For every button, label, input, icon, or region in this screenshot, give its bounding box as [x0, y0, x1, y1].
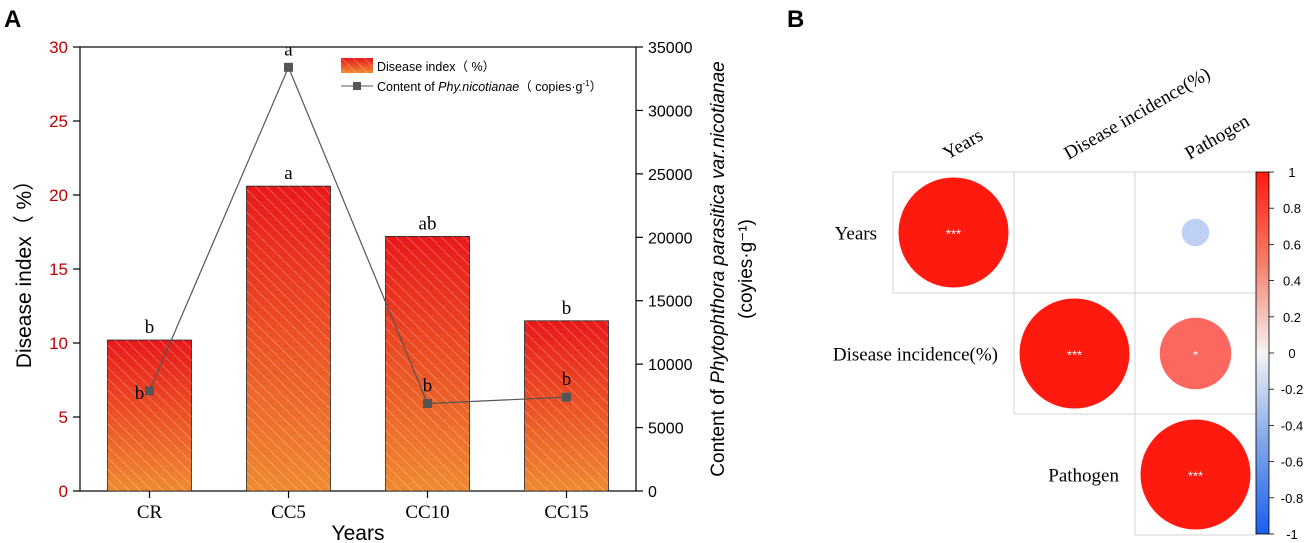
x-axis: CR CC5 CC10 CC15 [137, 491, 589, 523]
colorbar-tick-label: -0.6 [1281, 455, 1303, 470]
line-point [562, 392, 571, 402]
line-sig-label: b [135, 383, 145, 404]
y-axis-right: 0 5000 10000 15000 20000 25000 30000 35000 [636, 40, 693, 501]
correlation-circle [1181, 218, 1210, 247]
x-tick-label: CC10 [405, 502, 449, 523]
x-tick-label: CR [137, 502, 163, 523]
grid-cell [1013, 171, 1136, 294]
colorbar-tick-label: 0.2 [1283, 310, 1301, 325]
line-sig-label: b [562, 369, 572, 390]
legend-line-marker [353, 82, 361, 90]
significance-label: *** [946, 227, 961, 242]
y-tick-label: 15 [49, 260, 68, 279]
line-path [148, 65, 567, 405]
significance-label: *** [1188, 469, 1203, 484]
y-axis-title-right: Content of Phytophthora parasitica var.n… [708, 61, 729, 476]
significance-label: * [1193, 348, 1198, 363]
y-axis-left: 0 5 10 15 20 25 30 [49, 38, 80, 501]
colorbar-tick-label: -0.2 [1281, 382, 1303, 397]
y2-tick-label: 35000 [648, 40, 693, 57]
colorbar-tick-label: 1 [1288, 165, 1295, 180]
correlation-circle [1019, 298, 1130, 409]
correlation-circles: ****** **** [898, 177, 1251, 530]
legend: Disease index（ %） Content of Phy.nicotia… [341, 58, 602, 94]
y2-tick-label: 5000 [648, 421, 684, 438]
bar-sig-label: b [562, 298, 572, 319]
column-label: Years [940, 125, 987, 164]
line-point [423, 398, 432, 408]
bar-sig-label: b [145, 317, 155, 338]
significance-label: *** [1067, 348, 1082, 363]
y-tick-label: 30 [49, 38, 68, 57]
bar-hatch [524, 320, 609, 491]
colorbar-tick-label: -0.4 [1281, 418, 1303, 433]
correlation-circle [1140, 419, 1251, 530]
line-point [145, 386, 154, 396]
bars: b a ab b [107, 163, 609, 492]
x-tick-label: CC15 [544, 502, 588, 523]
correlation-circle [1159, 317, 1232, 390]
line-sig-label: b [423, 375, 433, 396]
panel-b-label: B [787, 6, 804, 33]
column-label: Pathogen [1182, 111, 1254, 165]
colorbar-tick-label: 0.8 [1283, 201, 1301, 216]
y-tick-label: 20 [49, 186, 68, 205]
bar-sig-label: a [284, 163, 293, 184]
colorbar-gradient [1255, 171, 1270, 535]
colorbar-tick-label: -0.8 [1281, 491, 1303, 506]
y-axis-title-left: Disease index（ %） [13, 170, 36, 368]
bar-sig-label: ab [419, 213, 437, 234]
bar-hatch [385, 236, 470, 491]
y2-tick-label: 0 [648, 484, 657, 501]
y-tick-label: 25 [49, 112, 68, 131]
row-label: Years [835, 224, 877, 245]
x-axis-title: Years [332, 522, 385, 543]
legend-bar-label: Disease index（ %） [377, 60, 495, 74]
x-tick-label: CC5 [271, 502, 306, 523]
colorbar-tick-label: 0.6 [1283, 237, 1301, 252]
y-tick-label: 10 [49, 334, 68, 353]
bar-hatch [107, 340, 192, 491]
y2-tick-label: 10000 [648, 357, 693, 374]
row-label: Disease incidence(%) [833, 345, 998, 366]
colorbar-tick-label: 0.4 [1283, 274, 1301, 289]
panel-a-label: A [4, 6, 21, 33]
y2-tick-label: 15000 [648, 294, 693, 311]
colorbar: 1 0.8 0.6 0.4 0.2 0 -0.2 -0.4 -0.6 -0.8 -1 [1255, 165, 1303, 542]
y2-tick-label: 20000 [648, 230, 693, 247]
line-point [284, 62, 293, 72]
bar-hatch [246, 186, 331, 491]
pathogen-line: bab b [135, 39, 572, 408]
y2-title-italic: Phytophthora parasitica var.nicotianae [708, 61, 729, 384]
colorbar-tick-label: -1 [1286, 527, 1298, 542]
y-tick-label: 0 [59, 482, 68, 501]
colorbar-ticks: 1 0.8 0.6 0.4 0.2 0 -0.2 -0.4 -0.6 -0.8 -1 [1269, 165, 1303, 542]
y2-title-prefix: Content of [708, 384, 729, 477]
colorbar-tick-label: 0 [1288, 346, 1295, 361]
correlation-circle [898, 177, 1009, 288]
y-axis-title-right-unit: (coyies·g⁻¹) [736, 219, 757, 319]
y2-tick-label: 25000 [648, 167, 693, 184]
legend-line-label: Content of Phy.nicotianae（ copies·g-1） [377, 79, 602, 94]
row-label: Pathogen [1048, 466, 1119, 487]
line-sig-label: a [284, 39, 293, 60]
y-tick-label: 5 [59, 408, 68, 427]
y2-tick-label: 30000 [648, 103, 693, 120]
